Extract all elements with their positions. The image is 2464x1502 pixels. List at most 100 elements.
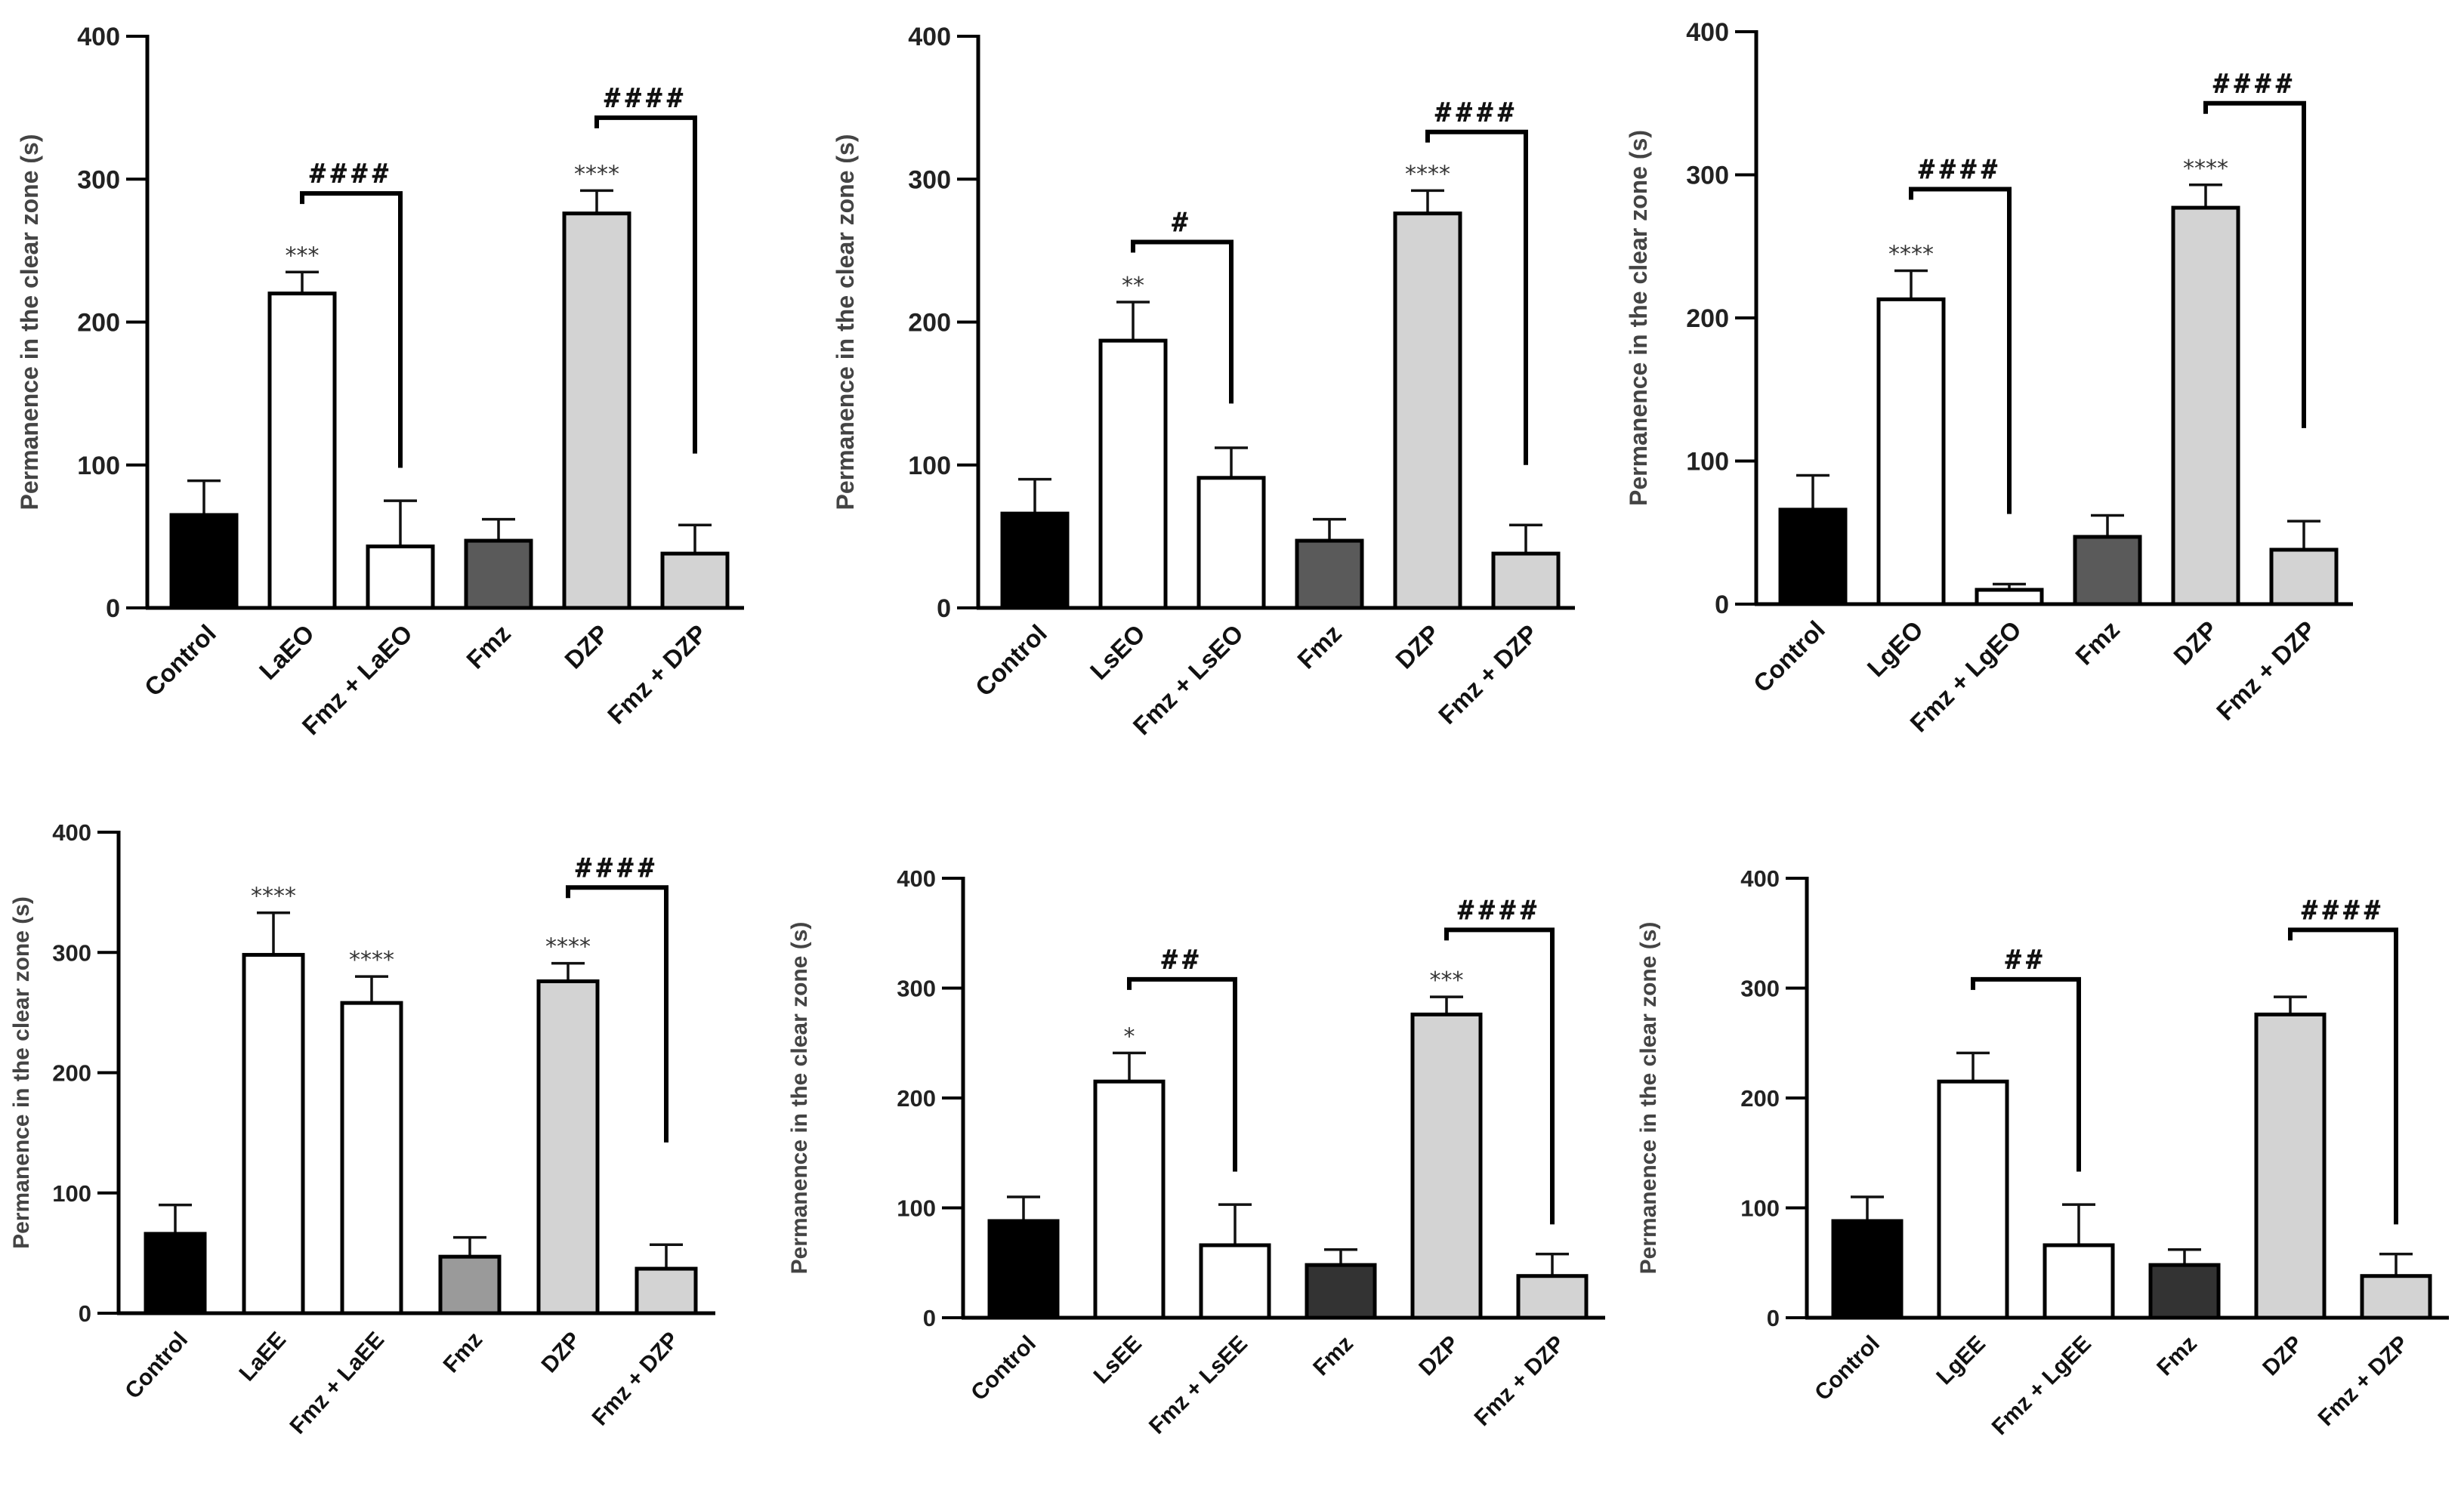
y-tick-label: 200 xyxy=(77,309,120,338)
y-tick-label: 300 xyxy=(897,976,936,1002)
significance-stars: **** xyxy=(349,947,394,973)
bar xyxy=(1831,1219,1904,1320)
bar xyxy=(635,1266,698,1315)
panel-p4: 0 100 200 300 400 Permanence in the clear zon… xyxy=(0,785,770,1502)
comparison-bracket xyxy=(1131,239,1234,404)
y-tick-label: 100 xyxy=(52,1180,91,1207)
comparison-label: #### xyxy=(2302,895,2385,926)
y-tick-label: 400 xyxy=(908,23,951,51)
x-category-label: Fmz + DZP xyxy=(587,1328,684,1431)
x-category-label: Fmz + DZP xyxy=(2211,615,2321,726)
bar xyxy=(1975,588,2044,606)
y-tick-label: 0 xyxy=(106,594,120,623)
comparison-bracket xyxy=(1127,976,1237,1172)
comparison-bracket xyxy=(2203,100,2306,428)
significance-stars: **** xyxy=(545,934,591,961)
comparison-label: #### xyxy=(576,853,659,884)
chart-p4: 0 100 200 300 400 Permanence in the clear zon… xyxy=(9,819,715,1439)
y-axis-title: Permanence in the clear zone (s) xyxy=(9,896,34,1249)
y-tick-label: 200 xyxy=(908,309,951,338)
bar xyxy=(2073,535,2142,606)
chart-p3: 0 100 200 300 400 Permanence in the clear zon… xyxy=(1625,18,2353,737)
bar xyxy=(1516,1274,1589,1320)
y-tick-label: 100 xyxy=(77,452,120,480)
x-category-label: Fmz + DZP xyxy=(602,619,712,729)
bar xyxy=(2269,547,2339,606)
bar xyxy=(2171,205,2240,606)
significance-stars: ** xyxy=(1122,273,1144,299)
bar xyxy=(1393,211,1462,610)
comparison-bracket xyxy=(1909,187,2012,514)
comparison-bracket xyxy=(1444,927,1555,1225)
bar xyxy=(1491,551,1561,610)
y-tick-label: 400 xyxy=(1740,865,1780,892)
y-tick-label: 100 xyxy=(908,452,951,480)
x-category-label: LsEE xyxy=(1089,1331,1147,1389)
comparison-bracket xyxy=(2288,927,2398,1225)
comparison-label: #### xyxy=(1919,154,2002,185)
x-category-label: Control xyxy=(966,1331,1041,1406)
y-axis-title: Permanence in the clear zone (s) xyxy=(832,134,859,510)
bar xyxy=(562,211,631,610)
panel-p2: 0 100 200 300 400 Permanence in the clear zon… xyxy=(816,0,1639,755)
chart-p6: 0 100 200 300 400 Permanence in the clear zon… xyxy=(1636,865,2449,1440)
y-tick-label: 100 xyxy=(1686,448,1729,477)
y-tick-label: 100 xyxy=(897,1195,936,1222)
bar xyxy=(438,1254,502,1315)
bar xyxy=(366,544,435,610)
comparison-label: #### xyxy=(310,159,394,190)
y-tick-label: 300 xyxy=(1686,162,1729,190)
bar xyxy=(144,1232,207,1315)
comparison-bracket xyxy=(594,115,697,454)
x-category-label: Fmz xyxy=(2070,615,2125,671)
x-category-label: Fmz + DZP xyxy=(2314,1331,2413,1431)
x-category-label: Control xyxy=(970,619,1052,702)
bar xyxy=(2148,1263,2221,1320)
panel-p3: 0 100 200 300 400 Permanence in the clear zon… xyxy=(1609,0,2464,755)
y-tick-label: 0 xyxy=(923,1305,936,1331)
chart-p2: 0 100 200 300 400 Permanence in the clear zon… xyxy=(832,23,1575,740)
x-category-label: Fmz + LaEE xyxy=(285,1328,389,1439)
x-category-label: DZP xyxy=(559,619,614,674)
y-tick-label: 400 xyxy=(77,23,120,51)
bar xyxy=(1199,1243,1271,1320)
x-category-label: LgEO xyxy=(1862,615,1928,682)
y-tick-label: 0 xyxy=(937,594,951,623)
x-category-label: DZP xyxy=(2258,1331,2308,1381)
bar xyxy=(1196,476,1266,610)
bar xyxy=(464,538,533,610)
bar xyxy=(1093,1079,1166,1320)
significance-stars: **** xyxy=(1888,241,1934,267)
y-tick-label: 0 xyxy=(1767,1305,1780,1331)
panel-p6: 0 100 200 300 400 Permanence in the clear zon… xyxy=(1632,785,2464,1502)
bar xyxy=(2043,1243,2115,1320)
x-category-label: LaEE xyxy=(234,1328,291,1386)
bar xyxy=(267,291,337,610)
significance-stars: *** xyxy=(1430,967,1464,994)
comparison-bracket xyxy=(1971,976,2081,1172)
y-tick-label: 300 xyxy=(52,939,91,966)
chart-p5: 0 100 200 300 400 Permanence in the clear zon… xyxy=(787,865,1605,1439)
y-tick-label: 100 xyxy=(1740,1195,1780,1222)
x-category-label: Fmz + LsEE xyxy=(1144,1331,1252,1439)
y-tick-label: 400 xyxy=(1686,18,1729,47)
bar xyxy=(2254,1012,2327,1320)
x-category-label: Fmz xyxy=(1292,619,1347,674)
x-category-label: Fmz + LgEE xyxy=(1987,1331,2096,1440)
bar xyxy=(1098,338,1168,610)
x-category-label: DZP xyxy=(537,1328,586,1378)
y-tick-label: 300 xyxy=(77,165,120,194)
x-category-label: Fmz xyxy=(2152,1331,2202,1381)
bar xyxy=(340,1001,403,1315)
y-tick-label: 400 xyxy=(897,865,936,892)
significance-stars: **** xyxy=(574,161,619,187)
x-category-label: Fmz + DZP xyxy=(1470,1331,1570,1431)
bar xyxy=(1410,1012,1483,1320)
y-tick-label: 0 xyxy=(1715,591,1729,619)
comparison-label: #### xyxy=(1458,895,1542,926)
bar xyxy=(169,513,239,610)
y-axis-title: Permanence in the clear zone (s) xyxy=(1625,130,1652,506)
x-category-label: Fmz xyxy=(461,619,516,674)
x-category-label: DZP xyxy=(1390,619,1445,674)
significance-stars: **** xyxy=(2183,156,2228,182)
